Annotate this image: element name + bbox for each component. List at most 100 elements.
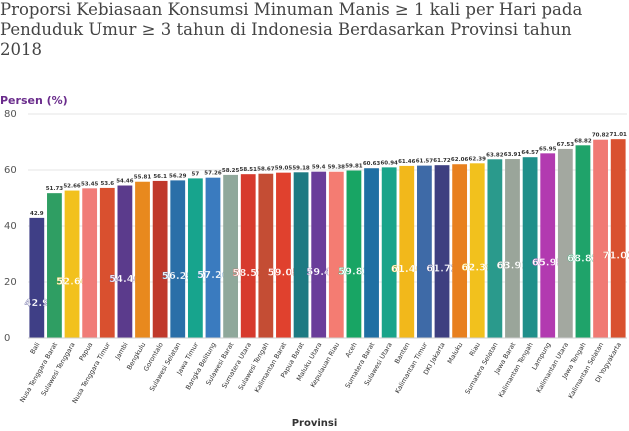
bar — [276, 172, 291, 338]
x-tick-label: Riau — [468, 341, 482, 358]
bar-value-label: 52.66 — [63, 184, 81, 190]
bar — [29, 217, 45, 338]
bar — [469, 163, 485, 338]
bar-value-label: 53.45 — [81, 181, 99, 187]
y-axis-label: Persen (%) — [0, 94, 68, 107]
bar — [399, 165, 415, 338]
bar-value-label: 42.9 — [30, 211, 44, 217]
bar — [416, 165, 432, 338]
y-tick-label: 80 — [4, 109, 17, 120]
y-tick-label: 40 — [4, 221, 17, 232]
x-tick-label: Banten — [393, 341, 412, 365]
bar — [170, 180, 186, 338]
bar-value-label: 59.81 — [345, 164, 363, 170]
bar-inner-label: 61.46 — [391, 264, 423, 275]
bar-value-label: 58.67 — [257, 167, 275, 173]
x-tick-label: Nusa Tenggara Timur — [71, 341, 113, 405]
bar-value-label: 57.26 — [204, 171, 222, 177]
bar — [187, 178, 203, 338]
chart-title: Proporsi Kebiasaan Konsumsi Minuman Mani… — [0, 0, 629, 60]
bar — [452, 164, 468, 338]
bar — [311, 171, 327, 338]
bar-inner-label: 71.01 — [602, 251, 629, 262]
y-tick-label: 60 — [4, 165, 17, 176]
bar — [135, 181, 150, 338]
bar — [240, 174, 256, 338]
bar-inner-label: 58.51 — [232, 268, 264, 279]
bar — [64, 190, 80, 338]
bar-inner-label: 61.72 — [426, 264, 458, 275]
x-tick-label: Bali — [29, 341, 42, 356]
bar — [381, 167, 397, 338]
bar-value-label: 56.1 — [153, 174, 167, 180]
bar — [258, 173, 274, 338]
x-tick-label: Aceh — [344, 341, 359, 359]
bar-value-label: 60.94 — [380, 160, 398, 166]
bar — [293, 172, 309, 338]
bar — [152, 180, 168, 338]
bar-value-label: 63.82 — [486, 152, 504, 158]
bar-inner-label: 42.9 — [24, 298, 49, 309]
bar — [346, 170, 362, 338]
bar-inner-label: 57.26 — [197, 270, 229, 281]
x-tick-label: Jambi — [113, 341, 130, 362]
x-axis-label: Provinsi — [291, 418, 338, 429]
y-tick-label: 0 — [4, 333, 10, 344]
y-tick-label: 20 — [4, 277, 17, 288]
title-line: Penduduk Umur ≥ 3 tahun di Indonesia Ber… — [0, 20, 572, 39]
bar — [540, 153, 556, 338]
bar-inner-label: 62.39 — [461, 263, 493, 274]
bar-value-label: 63.91 — [504, 152, 522, 158]
bar-value-label: 59.18 — [292, 165, 310, 171]
bar-inner-label: 52.66 — [56, 276, 88, 287]
x-tick-label: Maluku — [446, 341, 465, 365]
bar — [522, 157, 538, 338]
bar-value-label: 54.46 — [116, 179, 134, 185]
bar — [364, 168, 379, 338]
bar-inner-label: 59.4 — [306, 267, 331, 278]
bar-value-label: 65.95 — [539, 146, 557, 152]
bar — [575, 145, 591, 338]
bar-value-label: 70.82 — [592, 133, 610, 139]
bar-value-label: 53.6 — [100, 181, 114, 187]
bar-value-label: 61.57 — [416, 159, 434, 165]
title-line: Proporsi Kebiasaan Konsumsi Minuman Mani… — [0, 0, 583, 19]
bar-value-label: 68.82 — [574, 138, 592, 144]
bar-value-label: 58.51 — [240, 167, 258, 173]
bar-value-label: 59.38 — [328, 165, 346, 171]
bar-value-label: 59.4 — [312, 165, 326, 171]
bar — [117, 185, 133, 338]
bar-value-label: 55.81 — [134, 175, 152, 181]
bar — [505, 159, 520, 338]
bar — [593, 139, 608, 338]
bar-value-label: 51.73 — [46, 186, 64, 192]
bar-value-label: 57 — [192, 171, 200, 177]
bar — [223, 174, 239, 338]
bar-value-label: 62.06 — [451, 157, 469, 163]
bar — [434, 165, 450, 338]
bar-inner-label: 65.95 — [532, 258, 564, 269]
bar-value-label: 59.05 — [275, 166, 293, 172]
bar — [205, 177, 221, 338]
bar-value-label: 56.29 — [169, 173, 187, 179]
bar-value-label: 64.57 — [521, 150, 539, 156]
bar — [557, 148, 573, 338]
bar-inner-label: 59.81 — [338, 266, 370, 277]
bar — [82, 188, 98, 338]
bar-value-label: 67.53 — [557, 142, 575, 148]
bar-value-label: 62.39 — [469, 156, 487, 162]
bar-inner-label: 59.05 — [268, 267, 300, 278]
bar-inner-label: 63.91 — [497, 261, 529, 272]
bar — [328, 171, 344, 338]
bar-inner-label: 56.29 — [162, 271, 194, 282]
bar-value-label: 60.63 — [363, 161, 381, 167]
bar — [99, 187, 115, 338]
bar-inner-label: 68.82 — [567, 254, 599, 265]
bar — [610, 139, 626, 338]
x-tick-label: Papua — [78, 341, 95, 362]
bar — [47, 193, 62, 338]
bar-inner-label: 54.46 — [109, 274, 141, 285]
bar-value-label: 61.72 — [433, 158, 451, 164]
bar-value-label: 58.25 — [222, 168, 240, 174]
